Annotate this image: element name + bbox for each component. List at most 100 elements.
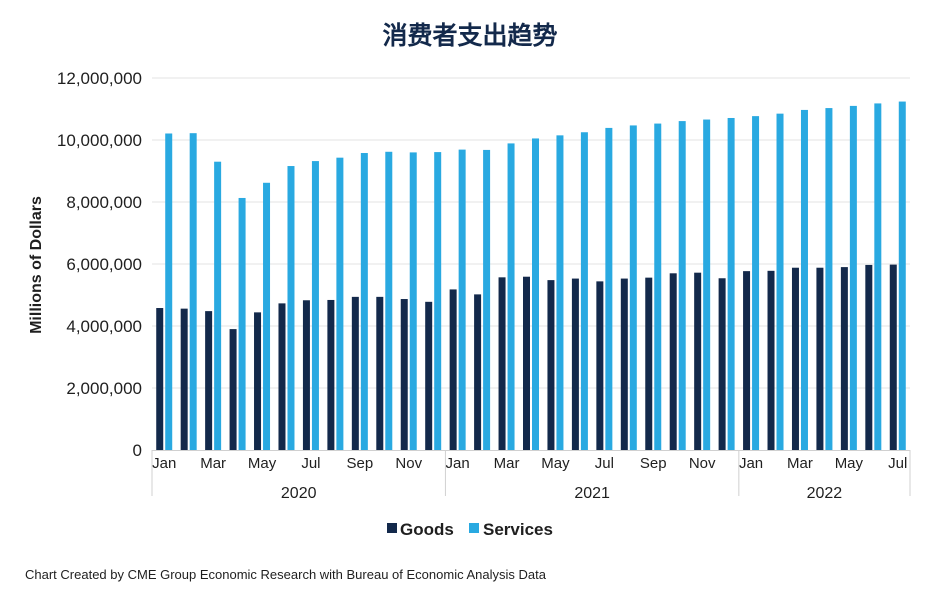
bar-goods	[278, 303, 286, 450]
bar-services	[165, 133, 173, 451]
bar-goods	[474, 294, 482, 450]
bar-services	[238, 197, 246, 450]
x-tick-label: Mar	[787, 455, 813, 472]
bar-services	[214, 161, 222, 450]
y-axis-ticks: 0 2,000,000 4,000,000 6,000,000 8,000,000 10,…	[57, 69, 142, 460]
grid-lines	[152, 77, 910, 389]
bar-services	[800, 109, 808, 451]
bar-goods	[816, 267, 824, 450]
x-tick-label: Jan	[446, 455, 470, 472]
y-tick-label: 8,000,000	[66, 193, 142, 212]
bar-services	[507, 143, 515, 450]
bar-goods	[669, 273, 677, 450]
bar-goods	[743, 271, 751, 450]
bar-services	[458, 149, 466, 451]
y-tick-label: 6,000,000	[66, 255, 142, 274]
bar-goods	[694, 272, 702, 450]
bar-services	[434, 152, 442, 450]
x-tick-label: Jul	[595, 455, 614, 472]
bar-services	[556, 135, 564, 450]
x-tick-label: Sep	[346, 455, 373, 472]
bar-goods	[840, 267, 848, 450]
y-tick-label: 12,000,000	[57, 69, 142, 88]
bar-goods	[498, 277, 506, 450]
bar-services	[360, 153, 368, 450]
x-tick-label: May	[541, 455, 570, 472]
legend: Goods Services	[387, 520, 553, 539]
bar-services	[654, 123, 662, 450]
bar-goods	[254, 312, 262, 450]
bar-services	[483, 149, 491, 451]
bar-services	[752, 116, 760, 450]
bar-services	[629, 125, 637, 451]
legend-swatch-services	[469, 523, 479, 533]
y-tick-label: 0	[133, 441, 142, 460]
bar-goods	[865, 264, 873, 450]
bars	[156, 101, 906, 451]
x-tick-label: May	[835, 455, 864, 472]
y-axis-title: Millions of Dollars	[28, 196, 45, 334]
bar-services	[287, 166, 295, 451]
bar-goods	[620, 278, 628, 450]
bar-goods	[718, 278, 726, 450]
bar-services	[189, 133, 197, 450]
bar-services	[409, 152, 417, 450]
bar-services	[385, 151, 393, 450]
chart-title: 消费者支出趋势	[382, 21, 557, 50]
bar-services	[311, 161, 319, 450]
x-tick-label: Sep	[640, 455, 667, 472]
bar-services	[532, 138, 539, 450]
bar-goods	[327, 299, 335, 450]
bar-goods	[645, 277, 653, 450]
bar-goods	[180, 308, 188, 450]
bar-services	[874, 103, 882, 451]
bar-goods	[425, 301, 433, 450]
bar-services	[678, 121, 686, 450]
bar-goods	[449, 289, 457, 450]
y-tick-label: 4,000,000	[66, 317, 142, 336]
legend-swatch-goods	[387, 523, 397, 533]
x-tick-label: Nov	[689, 455, 716, 472]
bar-services	[580, 132, 588, 450]
bar-goods	[400, 299, 408, 450]
x-tick-label: Jul	[301, 455, 320, 472]
bar-services	[703, 119, 711, 450]
legend-label-goods: Goods	[400, 520, 454, 539]
bar-goods	[302, 300, 310, 450]
bar-services	[849, 105, 857, 451]
footer-credit: Chart Created by CME Group Economic Rese…	[25, 567, 547, 582]
year-label: 2022	[807, 485, 843, 502]
year-label: 2021	[574, 485, 610, 502]
bar-services	[825, 108, 833, 450]
bar-goods	[523, 276, 530, 450]
bar-goods	[596, 281, 604, 450]
bar-goods	[767, 270, 775, 450]
bar-goods	[547, 280, 555, 450]
x-tick-label: Mar	[200, 455, 226, 472]
bar-services	[898, 101, 906, 450]
year-groups: 2020 2021 2022	[151, 450, 911, 502]
bar-goods	[571, 278, 579, 450]
bar-goods	[889, 264, 897, 450]
y-tick-label: 10,000,000	[57, 131, 142, 150]
x-tick-label: Mar	[494, 455, 520, 472]
legend-label-services: Services	[483, 520, 553, 539]
x-tick-label: May	[248, 455, 277, 472]
bar-services	[776, 113, 784, 451]
bar-goods	[205, 311, 213, 450]
bar-services	[336, 157, 344, 451]
year-label: 2020	[281, 485, 317, 502]
bar-goods	[351, 296, 359, 450]
y-tick-label: 2,000,000	[66, 379, 142, 398]
x-axis-ticks: Jan Mar May Jul Sep Nov Jan Mar May Jul Sep Nov Jan M…	[152, 455, 907, 472]
x-tick-label: Nov	[395, 455, 422, 472]
bar-goods	[156, 308, 164, 450]
bar-services	[263, 182, 271, 450]
x-tick-label: Jul	[888, 455, 907, 472]
bar-services	[727, 117, 735, 451]
bar-goods	[376, 296, 384, 450]
x-tick-label: Jan	[739, 455, 763, 472]
bar-goods	[791, 267, 799, 450]
bar-goods	[229, 329, 237, 450]
